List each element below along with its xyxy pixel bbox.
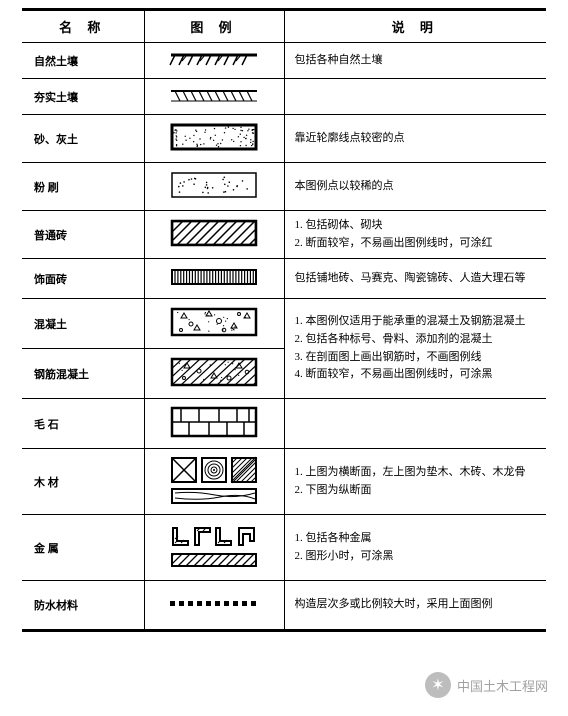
description: 构造层次多或比例较大时，采用上面图例 [284,581,546,629]
natural-soil-symbol [144,43,284,79]
description: 1. 上图为横断面，左上图为垫木、木砖、木龙骨2. 下图为纵断面 [284,449,546,515]
description-line: 2. 断面较窄，不易画出图例线时，可涂红 [295,235,541,253]
description: 1. 包括各种金属2. 图形小时，可涂黑 [284,515,546,581]
material-name: 钢筋混凝土 [22,349,144,399]
table-row: 夯实土壤 [22,79,546,115]
description-line: 靠近轮廓线点较密的点 [295,130,541,148]
common-brick-symbol [144,211,284,259]
header-symbol: 图 例 [144,11,284,43]
table-row: 饰面砖 包括铺地砖、马赛克、陶瓷锦砖、人造大理石等 [22,259,546,299]
description-line: 1. 包括砌体、砌块 [295,217,541,235]
description-line: 构造层次多或比例较大时，采用上面图例 [295,596,541,614]
table-row: 普通砖 1. 包括砌体、砌块2. 断面较窄，不易画出图例线时，可涂红 [22,211,546,259]
description-line: 2. 包括各种标号、骨料、添加剂的混凝土 [295,331,541,349]
description: 包括铺地砖、马赛克、陶瓷锦砖、人造大理石等 [284,259,546,299]
material-name: 木 材 [22,449,144,515]
sand-lime-symbol [144,115,284,163]
watermark-text: 中国土木工程网 [457,676,548,695]
description-line: 1. 包括各种金属 [295,530,541,548]
description: 靠近轮廓线点较密的点 [284,115,546,163]
facing-brick-symbol [144,259,284,299]
description-line: 2. 图形小时，可涂黑 [295,548,541,566]
wood-symbol [144,449,284,515]
material-name: 防水材料 [22,581,144,629]
material-name: 砂、灰土 [22,115,144,163]
material-name: 饰面砖 [22,259,144,299]
rubble-symbol [144,399,284,449]
concrete-symbol [144,299,284,349]
material-name: 夯实土壤 [22,79,144,115]
metal-symbol [144,515,284,581]
description-line: 3. 在剖面图上画出钢筋时，不画图例线 [295,349,541,367]
header-name: 名 称 [22,11,144,43]
description [284,399,546,449]
description-line: 包括铺地砖、马赛克、陶瓷锦砖、人造大理石等 [295,270,541,288]
description-line: 4. 断面较窄，不易画出图例线时，可涂黑 [295,366,541,384]
table-row: 防水材料 构造层次多或比例较大时，采用上面图例 [22,581,546,629]
plaster-symbol [144,163,284,211]
description-line: 2. 下图为纵断面 [295,482,541,500]
material-name: 普通砖 [22,211,144,259]
reinforced-concrete-symbol [144,349,284,399]
material-name: 金 属 [22,515,144,581]
material-name: 混凝土 [22,299,144,349]
material-name: 自然土壤 [22,43,144,79]
table-row: 混凝土 1. 本图例仅适用于能承重的混凝土及钢筋混凝土2. 包括各种标号、骨料、添… [22,299,546,349]
description-line: 1. 本图例仅适用于能承重的混凝土及钢筋混凝土 [295,313,541,331]
legend-table: 名 称 图 例 说 明 自然土壤 包括各种自然土壤夯实土壤砂、灰土 靠近轮廓线点较密… [22,11,546,629]
header-description: 说 明 [284,11,546,43]
waterproof-symbol [144,581,284,629]
table-row: 木 材 1. 上图为横断面，左上图为垫木、木砖、木龙骨2. 下图为纵断面 [22,449,546,515]
description [284,79,546,115]
wechat-icon: ✶ [425,672,451,698]
table-row: 毛 石 [22,399,546,449]
description: 1. 本图例仅适用于能承重的混凝土及钢筋混凝土2. 包括各种标号、骨料、添加剂的… [284,299,546,399]
watermark: ✶ 中国土木工程网 [425,672,548,698]
table-row: 自然土壤 包括各种自然土壤 [22,43,546,79]
description-line: 1. 上图为横断面，左上图为垫木、木砖、木龙骨 [295,464,541,482]
header-row: 名 称 图 例 说 明 [22,11,546,43]
table-row: 粉 刷 本图例点以较稀的点 [22,163,546,211]
description-line: 包括各种自然土壤 [295,52,541,70]
description-line: 本图例点以较稀的点 [295,178,541,196]
material-name: 毛 石 [22,399,144,449]
table-row: 金 属 1. 包括各种金属2. 图形小时，可涂黑 [22,515,546,581]
description: 本图例点以较稀的点 [284,163,546,211]
table-row: 砂、灰土 靠近轮廓线点较密的点 [22,115,546,163]
description: 1. 包括砌体、砌块2. 断面较窄，不易画出图例线时，可涂红 [284,211,546,259]
compacted-soil-symbol [144,79,284,115]
legend-page: 名 称 图 例 说 明 自然土壤 包括各种自然土壤夯实土壤砂、灰土 靠近轮廓线点较密… [22,8,546,632]
description: 包括各种自然土壤 [284,43,546,79]
material-name: 粉 刷 [22,163,144,211]
